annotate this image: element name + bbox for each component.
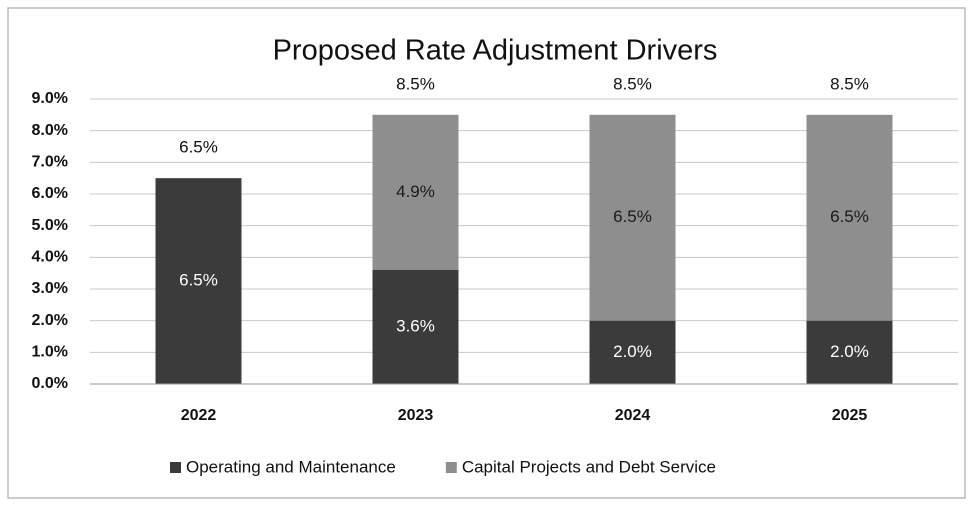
- x-tick-label: 2023: [398, 407, 434, 424]
- bar-segment: [806, 114, 893, 321]
- bar-segment: [589, 320, 676, 384]
- segment-label: 4.9%: [396, 182, 435, 201]
- x-tick-label: 2024: [615, 407, 651, 424]
- x-tick-label: 2025: [832, 407, 868, 424]
- segment-label: 3.6%: [396, 316, 435, 335]
- y-tick-label: 0.0%: [32, 375, 68, 392]
- segment-label: 6.5%: [830, 207, 869, 226]
- y-tick-label: 1.0%: [32, 344, 68, 361]
- segment-label: 6.5%: [613, 207, 652, 226]
- y-tick-label: 7.0%: [32, 154, 68, 171]
- legend-swatch: [445, 462, 457, 473]
- legend-label: Capital Projects and Debt Service: [462, 457, 716, 476]
- total-label: 8.5%: [613, 74, 652, 93]
- legend-label: Operating and Maintenance: [186, 457, 396, 476]
- total-label: 8.5%: [830, 74, 869, 93]
- total-label: 8.5%: [396, 74, 435, 93]
- y-tick-label: 4.0%: [32, 249, 68, 266]
- y-tick-label: 2.0%: [32, 312, 68, 329]
- legend-swatch: [170, 462, 181, 473]
- y-tick-label: 8.0%: [32, 122, 68, 139]
- x-tick-label: 2022: [181, 407, 217, 424]
- y-tick-label: 6.0%: [32, 185, 68, 202]
- bar-segment: [806, 320, 893, 384]
- bar-segment: [372, 270, 459, 384]
- segment-label: 2.0%: [830, 342, 869, 361]
- chart-title: Proposed Rate Adjustment Drivers: [273, 35, 718, 67]
- total-label: 6.5%: [179, 138, 218, 157]
- bar-segment: [372, 114, 459, 270]
- y-tick-label: 3.0%: [32, 280, 68, 297]
- segment-label: 2.0%: [613, 342, 652, 361]
- bar-segment: [155, 178, 242, 384]
- bar-segment: [589, 114, 676, 321]
- y-tick-label: 5.0%: [32, 217, 68, 234]
- segment-label: 6.5%: [179, 271, 218, 290]
- y-tick-label: 9.0%: [32, 90, 68, 107]
